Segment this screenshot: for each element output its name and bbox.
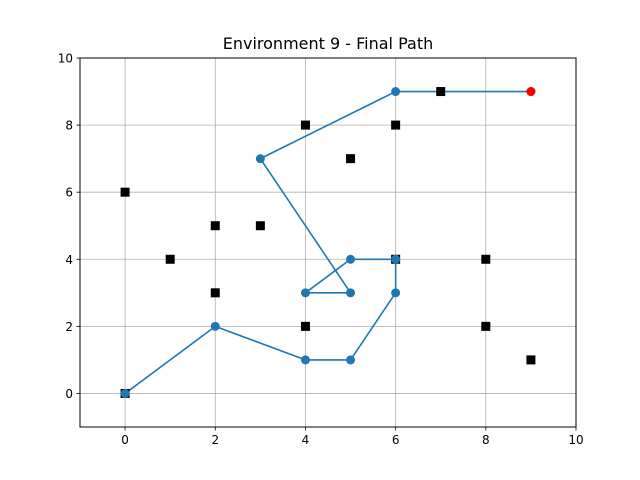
path-waypoint-marker [391,254,401,264]
x-tick-label: 8 [482,433,490,447]
path-line [124,90,531,395]
path-waypoint-marker [391,87,401,97]
x-tick-label: 4 [302,433,310,447]
obstacle-marker [165,254,175,264]
axis-ticks: 0 2 4 6 8 10 0 2 4 6 8 10 [58,52,584,448]
path-waypoint-marker [300,288,310,298]
obstacle-marker [346,154,356,164]
x-tick-label: 6 [392,433,400,447]
obstacle-marker [120,187,130,197]
obstacle-marker [300,120,310,130]
obstacle-marker [391,120,401,130]
path-waypoint-marker [210,321,220,331]
path-waypoint-marker [391,288,401,298]
x-tick-label: 10 [568,433,583,447]
y-tick-label: 2 [65,320,73,334]
obstacle-marker [210,288,220,298]
path-waypoint-marker [300,355,310,365]
path-waypoint-marker [346,288,356,298]
path-waypoint-marker [346,254,356,264]
x-tick-label: 2 [211,433,219,447]
obstacle-marker [255,221,265,231]
goal-marker [526,87,536,97]
y-tick-label: 0 [65,387,73,401]
obstacle-marker [210,221,220,231]
path-waypoint-marker [120,388,130,398]
goal-marker-layer [526,87,536,97]
obstacle-marker [481,254,491,264]
obstacle-marker [436,87,446,97]
path-waypoint-marker [255,154,265,164]
y-tick-label: 10 [58,52,73,66]
obstacle-marker [481,321,491,331]
obstacle-marker [526,355,536,365]
path-line-layer [124,90,531,395]
chart-title: Environment 9 - Final Path [223,34,433,53]
axes-frame [79,57,577,428]
y-tick-label: 4 [65,253,73,267]
y-tick-label: 8 [65,119,73,133]
x-tick-label: 0 [121,433,129,447]
path-waypoint-marker [346,355,356,365]
obstacle-marker [300,321,310,331]
y-tick-label: 6 [65,186,73,200]
